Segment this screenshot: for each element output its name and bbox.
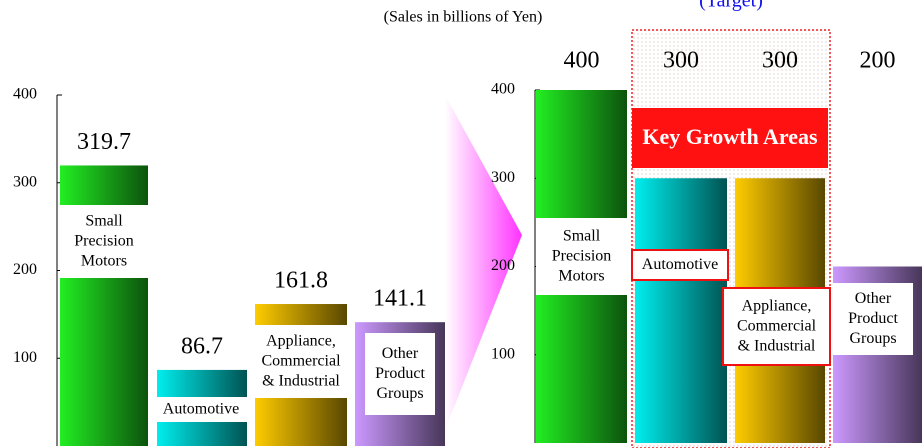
y-tick-label: 400: [491, 81, 515, 98]
value-label: 161.8: [274, 268, 328, 294]
value-label: 200: [860, 48, 896, 74]
target-label: (Target): [699, 0, 763, 12]
y-tick-label: 400: [13, 86, 37, 103]
category-label: Other Product Groups: [375, 345, 425, 402]
y-tick-label: 300: [13, 173, 37, 190]
value-label: 300: [762, 48, 798, 74]
y-tick-label: 200: [13, 261, 37, 278]
value-label: 319.7: [77, 129, 131, 155]
y-tick-label: 200: [491, 257, 515, 274]
category-label: Other Product Groups: [848, 290, 898, 347]
category-label: Appliance, Commercial & Industrial: [261, 332, 341, 389]
category-label: Automotive: [642, 256, 718, 273]
category-label: Automotive: [163, 400, 239, 417]
key-growth-box: [632, 108, 828, 168]
y-tick-label: 100: [491, 345, 515, 362]
bar: [635, 178, 727, 443]
value-label: 141.1: [373, 286, 427, 312]
category-box: [536, 218, 627, 295]
key-growth-label: Key Growth Areas: [642, 124, 818, 149]
category-box: [722, 287, 831, 366]
category-label: Small Precision Motors: [74, 212, 134, 269]
arrow: [445, 95, 522, 430]
y-tick-label: 100: [13, 349, 37, 366]
category-box: [155, 397, 247, 422]
category-label: Small Precision Motors: [552, 227, 612, 284]
category-box: [255, 325, 347, 398]
category-box: [631, 249, 729, 281]
y-tick-label: 300: [491, 169, 515, 186]
category-box: [833, 283, 913, 355]
chart-title: (Sales in billions of Yen): [384, 9, 543, 26]
value-label: 300: [663, 48, 699, 74]
category-label: Appliance, Commercial & Industrial: [737, 297, 817, 354]
value-label: 400: [564, 48, 600, 74]
category-box: [365, 333, 435, 415]
value-label: 86.7: [181, 333, 223, 359]
category-box: [60, 205, 148, 278]
